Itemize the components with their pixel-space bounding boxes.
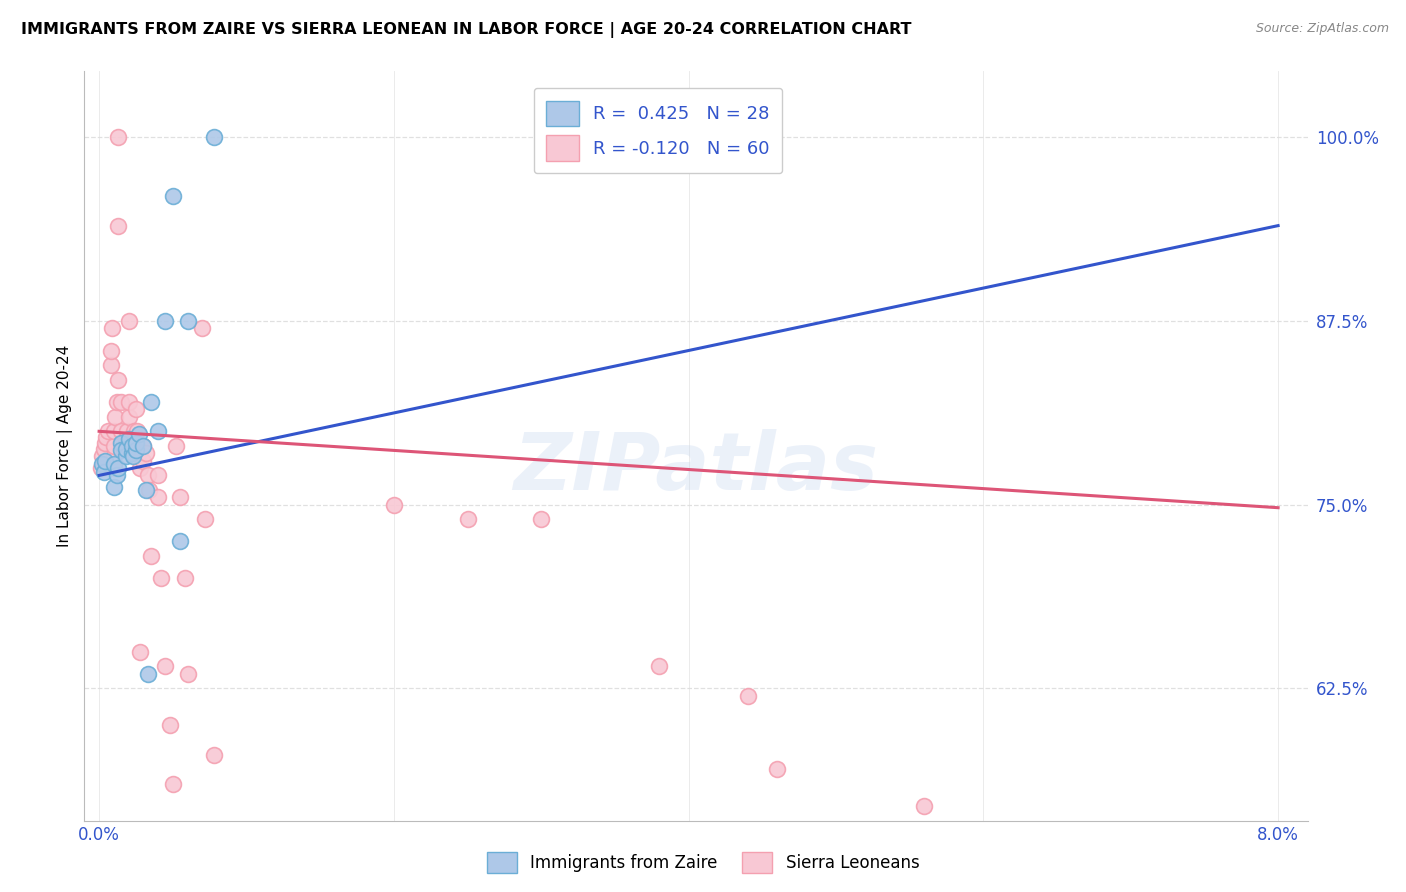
Point xyxy=(125,436,148,450)
Point xyxy=(132,439,155,453)
Point xyxy=(128,427,150,442)
Point xyxy=(165,439,187,453)
Point xyxy=(129,645,152,659)
Point xyxy=(91,457,114,471)
Text: ZIPatlas: ZIPatlas xyxy=(513,429,879,508)
Point xyxy=(382,498,405,512)
Point xyxy=(91,450,114,464)
Point xyxy=(93,466,115,480)
Point xyxy=(194,512,217,526)
Point xyxy=(146,468,169,483)
Point xyxy=(159,718,181,732)
Point xyxy=(169,534,191,549)
Point xyxy=(104,409,127,424)
Point xyxy=(146,425,169,439)
Point xyxy=(202,747,225,762)
Point xyxy=(457,512,479,526)
Point xyxy=(114,432,136,446)
Point xyxy=(648,659,671,673)
Point xyxy=(139,549,162,564)
Point xyxy=(110,425,132,439)
Point xyxy=(737,689,759,703)
Point xyxy=(128,446,150,460)
Point xyxy=(101,321,124,335)
Point xyxy=(105,468,128,483)
Point xyxy=(103,450,125,464)
Text: Source: ZipAtlas.com: Source: ZipAtlas.com xyxy=(1256,22,1389,36)
Point xyxy=(132,453,155,467)
Point xyxy=(136,666,159,681)
Point xyxy=(114,450,136,464)
Point xyxy=(117,314,139,328)
Point xyxy=(105,395,128,409)
Point xyxy=(110,443,132,458)
Point xyxy=(103,439,125,453)
Point xyxy=(129,461,152,475)
Legend: R =  0.425   N = 28, R = -0.120   N = 60: R = 0.425 N = 28, R = -0.120 N = 60 xyxy=(534,88,783,173)
Point xyxy=(191,321,214,335)
Point xyxy=(155,314,177,328)
Point xyxy=(132,439,155,453)
Point xyxy=(162,777,184,791)
Point xyxy=(125,402,148,417)
Point xyxy=(100,358,122,372)
Point xyxy=(122,428,145,442)
Point xyxy=(176,314,198,328)
Point xyxy=(124,425,146,439)
Point xyxy=(530,512,553,526)
Point xyxy=(121,436,143,450)
Point xyxy=(169,491,191,505)
Point xyxy=(94,453,117,467)
Point xyxy=(173,571,195,585)
Point xyxy=(107,461,129,475)
Point xyxy=(162,189,184,203)
Point xyxy=(125,443,148,458)
Point xyxy=(103,457,125,471)
Point xyxy=(107,373,129,387)
Point xyxy=(100,343,122,358)
Point xyxy=(114,442,136,456)
Y-axis label: In Labor Force | Age 20-24: In Labor Force | Age 20-24 xyxy=(58,345,73,547)
Point xyxy=(103,425,125,439)
Point xyxy=(121,446,143,460)
Point xyxy=(155,659,177,673)
Text: IMMIGRANTS FROM ZAIRE VS SIERRA LEONEAN IN LABOR FORCE | AGE 20-24 CORRELATION C: IMMIGRANTS FROM ZAIRE VS SIERRA LEONEAN … xyxy=(21,22,911,38)
Point xyxy=(110,395,132,409)
Point xyxy=(135,446,157,460)
Point xyxy=(103,461,125,475)
Point xyxy=(96,430,118,444)
Point xyxy=(136,468,159,483)
Point xyxy=(912,799,935,814)
Point xyxy=(94,436,117,450)
Point xyxy=(766,762,789,776)
Point xyxy=(112,442,135,456)
Point xyxy=(97,425,120,439)
Point xyxy=(115,425,138,439)
Point xyxy=(135,483,157,497)
Point xyxy=(107,130,129,145)
Point xyxy=(117,395,139,409)
Point xyxy=(138,483,160,497)
Point xyxy=(103,480,125,494)
Point xyxy=(107,219,129,233)
Point xyxy=(122,450,145,464)
Point xyxy=(121,439,143,453)
Point xyxy=(127,425,149,439)
Legend: Immigrants from Zaire, Sierra Leoneans: Immigrants from Zaire, Sierra Leoneans xyxy=(479,846,927,880)
Point xyxy=(150,571,173,585)
Point xyxy=(93,442,115,456)
Point xyxy=(139,395,162,409)
Point xyxy=(117,409,139,424)
Point xyxy=(117,432,139,446)
Point xyxy=(202,130,225,145)
Point xyxy=(90,461,112,475)
Point xyxy=(110,436,132,450)
Point xyxy=(146,491,169,505)
Point xyxy=(176,666,198,681)
